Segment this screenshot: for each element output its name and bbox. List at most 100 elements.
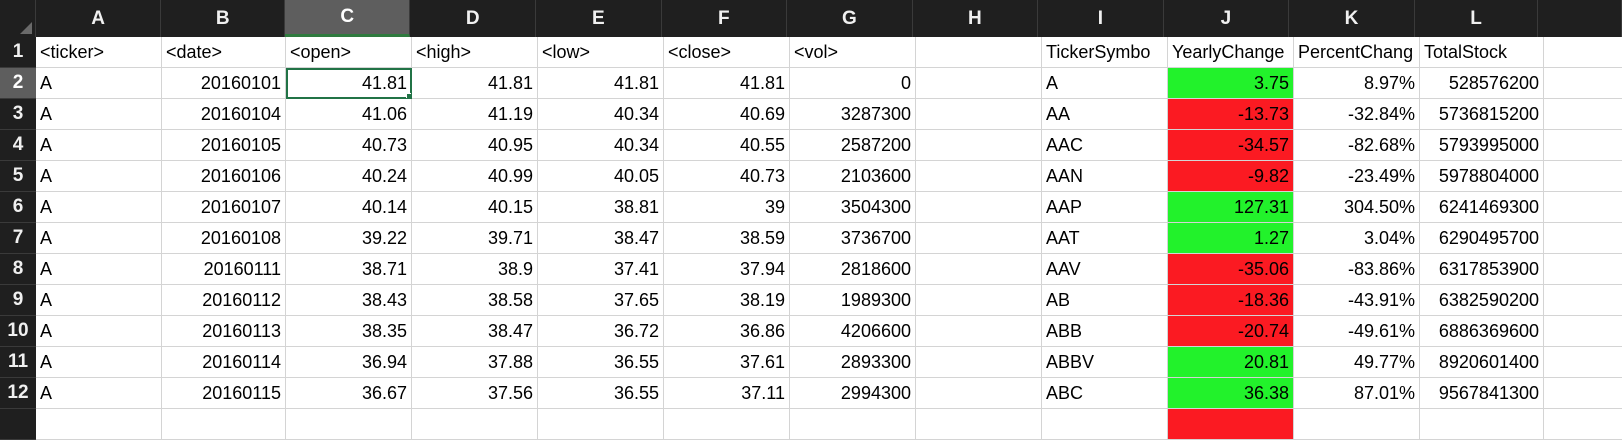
- cell-e9[interactable]: 37.65: [538, 285, 664, 316]
- row-header-2[interactable]: 2: [0, 68, 36, 99]
- cell-l9[interactable]: 6382590200: [1420, 285, 1544, 316]
- cell-f9[interactable]: 38.19: [664, 285, 790, 316]
- cell-g4[interactable]: 2587200: [790, 130, 916, 161]
- cell-j3[interactable]: -13.73: [1168, 99, 1294, 130]
- column-header-b[interactable]: B: [161, 0, 285, 37]
- cell-d8[interactable]: 38.9: [412, 254, 538, 285]
- cell-k2[interactable]: 8.97%: [1294, 68, 1420, 99]
- cell-f4[interactable]: 40.55: [664, 130, 790, 161]
- row-header-8[interactable]: 8: [0, 254, 36, 285]
- cell-d11[interactable]: 37.88: [412, 347, 538, 378]
- cell-b7[interactable]: 20160108: [162, 223, 286, 254]
- cell-j8[interactable]: -35.06: [1168, 254, 1294, 285]
- cell-m1[interactable]: [1544, 37, 1622, 68]
- cell-e8[interactable]: 37.41: [538, 254, 664, 285]
- cell-a3[interactable]: A: [36, 99, 162, 130]
- cell-l1[interactable]: TotalStock: [1420, 37, 1544, 68]
- cell-c6[interactable]: 40.14: [286, 192, 412, 223]
- row-header-3[interactable]: 3: [0, 99, 36, 130]
- cell-k10[interactable]: -49.61%: [1294, 316, 1420, 347]
- cell-d2[interactable]: 41.81: [412, 68, 538, 99]
- cell-l2[interactable]: 528576200: [1420, 68, 1544, 99]
- cell-l5[interactable]: 5978804000: [1420, 161, 1544, 192]
- cell-e5[interactable]: 40.05: [538, 161, 664, 192]
- column-header-a[interactable]: A: [36, 0, 162, 37]
- cell-f6[interactable]: 39: [664, 192, 790, 223]
- cell-b8[interactable]: 20160111: [162, 254, 286, 285]
- cell-h7[interactable]: [916, 223, 1042, 254]
- cell-e4[interactable]: 40.34: [538, 130, 664, 161]
- cell-f5[interactable]: 40.73: [664, 161, 790, 192]
- row-header-9[interactable]: 9: [0, 285, 36, 316]
- cell-a11[interactable]: A: [36, 347, 162, 378]
- cell-g8[interactable]: 2818600: [790, 254, 916, 285]
- column-header-g[interactable]: G: [787, 0, 913, 37]
- cell-i10[interactable]: ABB: [1042, 316, 1168, 347]
- column-header-e[interactable]: E: [536, 0, 662, 37]
- cell-i5[interactable]: AAN: [1042, 161, 1168, 192]
- cell-j1[interactable]: YearlyChange: [1168, 37, 1294, 68]
- cell-f2[interactable]: 41.81: [664, 68, 790, 99]
- cell-g12[interactable]: 2994300: [790, 378, 916, 409]
- cell-c3[interactable]: 41.06: [286, 99, 412, 130]
- cell-e12[interactable]: 36.55: [538, 378, 664, 409]
- cell-m9[interactable]: [1544, 285, 1622, 316]
- cell-d9[interactable]: 38.58: [412, 285, 538, 316]
- cell-d12[interactable]: 37.56: [412, 378, 538, 409]
- cell-c8[interactable]: 38.71: [286, 254, 412, 285]
- cell-e1[interactable]: <low>: [538, 37, 664, 68]
- cell-k9[interactable]: -43.91%: [1294, 285, 1420, 316]
- cell-e2[interactable]: 41.81: [538, 68, 664, 99]
- cell-k7[interactable]: 3.04%: [1294, 223, 1420, 254]
- cell-b11[interactable]: 20160114: [162, 347, 286, 378]
- cell-d3[interactable]: 41.19: [412, 99, 538, 130]
- cell-j7[interactable]: 1.27: [1168, 223, 1294, 254]
- cell-a8[interactable]: A: [36, 254, 162, 285]
- column-header-l[interactable]: L: [1415, 0, 1539, 37]
- cell-e3[interactable]: 40.34: [538, 99, 664, 130]
- cell-l4[interactable]: 5793995000: [1420, 130, 1544, 161]
- cell-m2[interactable]: [1544, 68, 1622, 99]
- row-header-7[interactable]: 7: [0, 223, 36, 254]
- cell-i6[interactable]: AAP: [1042, 192, 1168, 223]
- cell-j11[interactable]: 20.81: [1168, 347, 1294, 378]
- column-header-h[interactable]: H: [913, 0, 1039, 37]
- cell-m7[interactable]: [1544, 223, 1622, 254]
- cell-i3[interactable]: AA: [1042, 99, 1168, 130]
- cell-f13[interactable]: [664, 409, 790, 440]
- cell-h4[interactable]: [916, 130, 1042, 161]
- cell-d4[interactable]: 40.95: [412, 130, 538, 161]
- cell-l7[interactable]: 6290495700: [1420, 223, 1544, 254]
- cell-k3[interactable]: -32.84%: [1294, 99, 1420, 130]
- cell-j13[interactable]: [1168, 409, 1294, 440]
- row-header-1[interactable]: 1: [0, 37, 36, 68]
- cell-k6[interactable]: 304.50%: [1294, 192, 1420, 223]
- cell-g2[interactable]: 0: [790, 68, 916, 99]
- cell-f1[interactable]: <close>: [664, 37, 790, 68]
- cell-e6[interactable]: 38.81: [538, 192, 664, 223]
- cell-a13[interactable]: [36, 409, 162, 440]
- cell-l3[interactable]: 5736815200: [1420, 99, 1544, 130]
- cell-m10[interactable]: [1544, 316, 1622, 347]
- cell-g1[interactable]: <vol>: [790, 37, 916, 68]
- cell-c13[interactable]: [286, 409, 412, 440]
- cell-b9[interactable]: 20160112: [162, 285, 286, 316]
- cell-c10[interactable]: 38.35: [286, 316, 412, 347]
- cell-h2[interactable]: [916, 68, 1042, 99]
- cell-b6[interactable]: 20160107: [162, 192, 286, 223]
- cell-h3[interactable]: [916, 99, 1042, 130]
- cell-h5[interactable]: [916, 161, 1042, 192]
- cell-l10[interactable]: 6886369600: [1420, 316, 1544, 347]
- row-header-4[interactable]: 4: [0, 130, 36, 161]
- cell-h9[interactable]: [916, 285, 1042, 316]
- cell-m6[interactable]: [1544, 192, 1622, 223]
- cell-h12[interactable]: [916, 378, 1042, 409]
- cell-c9[interactable]: 38.43: [286, 285, 412, 316]
- cell-d5[interactable]: 40.99: [412, 161, 538, 192]
- cell-g3[interactable]: 3287300: [790, 99, 916, 130]
- cell-c5[interactable]: 40.24: [286, 161, 412, 192]
- cell-f8[interactable]: 37.94: [664, 254, 790, 285]
- column-header-j[interactable]: J: [1164, 0, 1290, 37]
- cell-m12[interactable]: [1544, 378, 1622, 409]
- cell-l12[interactable]: 9567841300: [1420, 378, 1544, 409]
